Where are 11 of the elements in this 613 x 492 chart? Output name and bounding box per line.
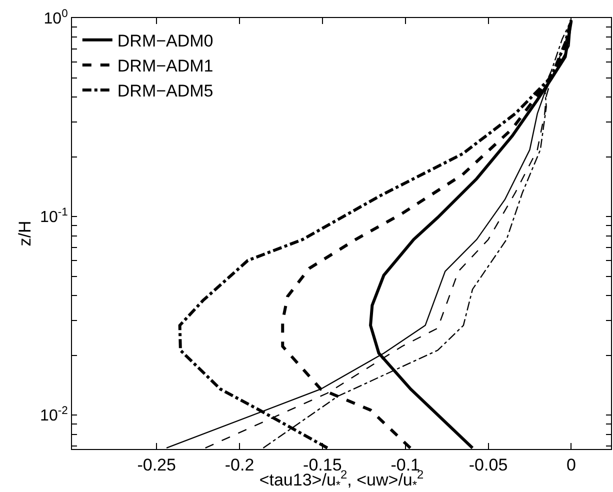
- x-tick-label: 0: [566, 455, 576, 474]
- x-tick-label: -0.25: [137, 455, 176, 474]
- legend-label: DRM−ADM5: [117, 82, 214, 101]
- legend-label: DRM−ADM1: [117, 56, 214, 76]
- y-tick-label: 10$^{-2}$: [40, 404, 68, 425]
- x-tick-label: -0.05: [468, 455, 508, 474]
- x-tick-label: -0.2: [224, 455, 254, 474]
- y-tick-label: 10$^{0}$: [44, 8, 68, 28]
- y-tick-label: 10$^{-1}$: [40, 206, 68, 226]
- legend-label: DRM−ADM0: [117, 31, 214, 50]
- y-axis-title: z/H: [16, 220, 35, 246]
